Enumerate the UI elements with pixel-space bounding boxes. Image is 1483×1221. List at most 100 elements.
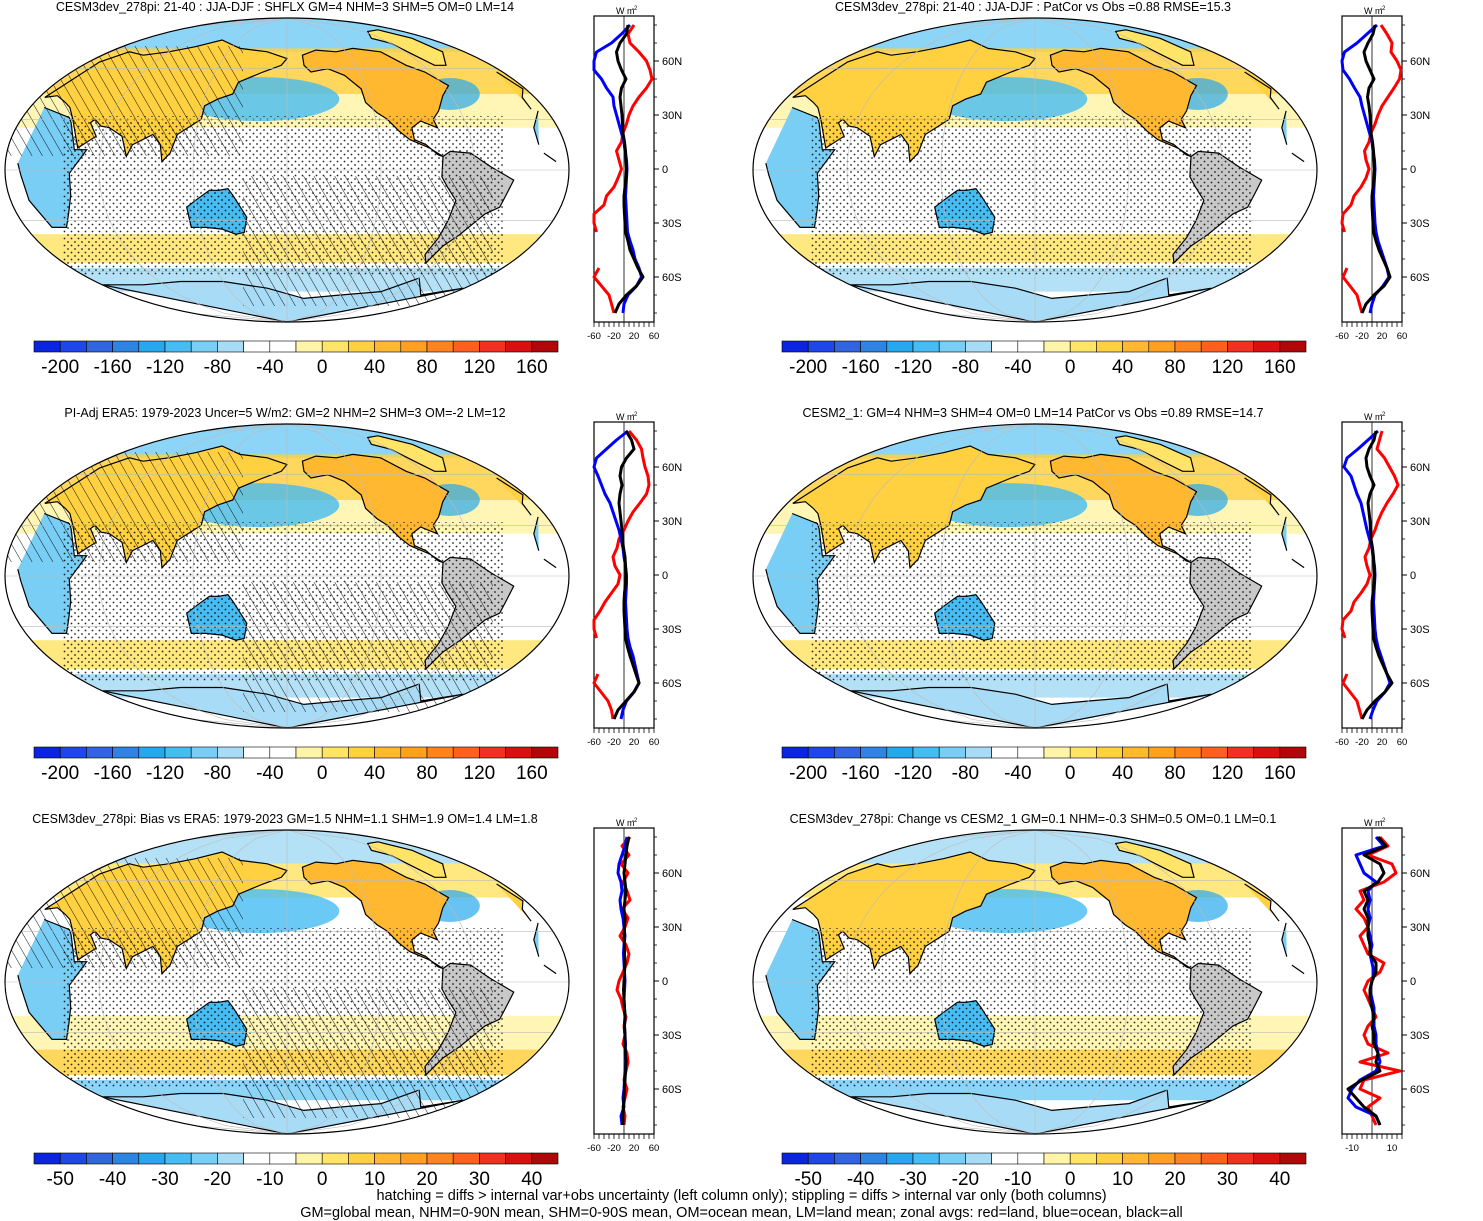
colorbar-label: 120	[464, 357, 496, 378]
colorbar-swatch	[348, 746, 375, 759]
colorbar-label: 160	[1264, 763, 1296, 784]
colorbar-swatch	[321, 746, 349, 759]
colorbar-label: 20	[416, 1169, 437, 1190]
footer-line-2: GM=global mean, NHM=0-90N mean, SHM=0-90…	[300, 1205, 1183, 1221]
colorbar-label: 120	[464, 763, 496, 784]
units-label: W m	[616, 6, 635, 16]
colorbar-swatch	[59, 340, 87, 353]
colorbar-swatch	[860, 746, 888, 759]
x-tick-label: -60	[1335, 331, 1349, 342]
all-series-line	[1346, 836, 1388, 1126]
colorbar-swatch	[1017, 746, 1045, 759]
all-series-line	[1360, 24, 1392, 314]
lat-tick-label: 30S	[662, 218, 682, 230]
lat-tick-label: 30S	[1410, 624, 1430, 636]
colorbar-swatch	[269, 1152, 297, 1165]
colorbar-swatch	[1069, 1152, 1097, 1165]
map	[752, 17, 1318, 323]
units-superscript: -2	[1380, 818, 1386, 824]
colorbar-swatch	[1043, 1152, 1071, 1165]
panel-title: CESM3dev_278pi: Change vs CESM2_1 GM=0.1…	[789, 812, 1277, 826]
colorbar-swatch	[269, 340, 297, 353]
colorbar-label: 80	[1164, 763, 1185, 784]
colorbar: -200-160-120-80-4004080120160200	[781, 746, 1307, 784]
colorbar-swatch	[190, 340, 218, 353]
colorbar-swatch	[1148, 340, 1176, 353]
colorbar-label: 40	[1112, 763, 1133, 784]
map	[4, 17, 570, 323]
colorbar-label: 0	[317, 1169, 328, 1190]
colorbar-swatch	[912, 746, 940, 759]
units-superscript: -2	[1380, 412, 1386, 418]
x-tick-label: -20	[607, 737, 621, 748]
zonal-mean-plot: W m-2 60N 30N 0 30S 60S -60 -20 20 60	[1335, 6, 1430, 342]
colorbar-swatch	[860, 340, 888, 353]
colorbar-swatch	[112, 340, 140, 353]
colorbar-swatch	[348, 1152, 375, 1165]
colorbar: -200-160-120-80-4004080120160200	[33, 746, 559, 784]
x-tick-label: 20	[1377, 737, 1388, 748]
lat-tick-label: 0	[662, 164, 668, 176]
colorbar-swatch	[1227, 746, 1254, 759]
colorbar-swatch	[1200, 1152, 1228, 1165]
colorbar-label: 30	[1217, 1169, 1238, 1190]
colorbar-swatch	[426, 746, 454, 759]
map	[752, 829, 1318, 1135]
units-superscript: -2	[632, 818, 638, 824]
colorbar-swatch	[164, 340, 192, 353]
colorbar-swatch	[321, 1152, 349, 1165]
colorbar-swatch	[1043, 340, 1071, 353]
x-tick-label: -20	[607, 1143, 621, 1154]
colorbar-label: 0	[1065, 357, 1076, 378]
colorbar-label: 0	[317, 357, 328, 378]
x-tick-label: 60	[649, 1143, 660, 1154]
colorbar-swatch	[217, 746, 244, 759]
x-tick-label: -60	[587, 737, 601, 748]
lat-tick-label: 0	[662, 976, 668, 988]
colorbar-label: -10	[256, 1169, 283, 1190]
colorbar-swatch	[965, 746, 992, 759]
colorbar-label: 20	[1164, 1169, 1185, 1190]
lat-tick-label: 30N	[662, 516, 682, 528]
colorbar-swatch	[86, 1152, 113, 1165]
colorbar-label: 10	[1112, 1169, 1133, 1190]
colorbar-swatch	[886, 746, 914, 759]
lat-tick-label: 60N	[1410, 462, 1430, 474]
lat-tick-label: 0	[1410, 164, 1416, 176]
lat-tick-label: 30N	[662, 922, 682, 934]
zonal-mean-plot: W m-2 60N 30N 0 30S 60S -60 -20 20 60	[1335, 412, 1430, 748]
colorbar-swatch	[426, 340, 454, 353]
panel-title: CESM3dev_278pi: 21-40 : JJA-DJF : PatCor…	[834, 0, 1231, 14]
colorbar-label: -40	[1004, 357, 1031, 378]
colorbar-swatch	[400, 746, 428, 759]
colorbar-swatch	[965, 340, 992, 353]
all-series-line	[613, 24, 645, 314]
colorbar-label: -120	[146, 763, 184, 784]
units-label: W m	[1364, 412, 1383, 422]
x-tick-label: -20	[1355, 331, 1369, 342]
land-series-line	[592, 24, 654, 314]
colorbar: -50-40-30-20-1001020304050	[781, 1152, 1307, 1190]
colorbar-label: 80	[416, 357, 437, 378]
colorbar-swatch	[886, 1152, 914, 1165]
colorbar-swatch	[452, 1152, 480, 1165]
colorbar-swatch	[217, 340, 244, 353]
units-superscript: -2	[1380, 6, 1386, 12]
colorbar-label: -160	[842, 763, 880, 784]
colorbar-swatch	[807, 1152, 835, 1165]
colorbar-swatch	[295, 1152, 323, 1165]
x-tick-label: 60	[1397, 737, 1408, 748]
colorbar-swatch	[321, 340, 349, 353]
panel-3: PI-Adj ERA5: 1979-2023 Uncer=5 W/m2: GM=…	[0, 406, 741, 813]
colorbar-swatch	[965, 1152, 992, 1165]
lat-tick-label: 30S	[1410, 218, 1430, 230]
colorbar-swatch	[1253, 746, 1281, 759]
lat-tick-label: 60N	[1410, 868, 1430, 880]
colorbar-swatch	[886, 340, 914, 353]
colorbar-swatch	[834, 746, 861, 759]
units-label: W m	[616, 412, 635, 422]
colorbar: -50-40-30-20-1001020304050	[33, 1152, 559, 1190]
lat-tick-label: 60N	[662, 868, 682, 880]
colorbar-label: -40	[99, 1169, 126, 1190]
colorbar-swatch	[860, 1152, 888, 1165]
